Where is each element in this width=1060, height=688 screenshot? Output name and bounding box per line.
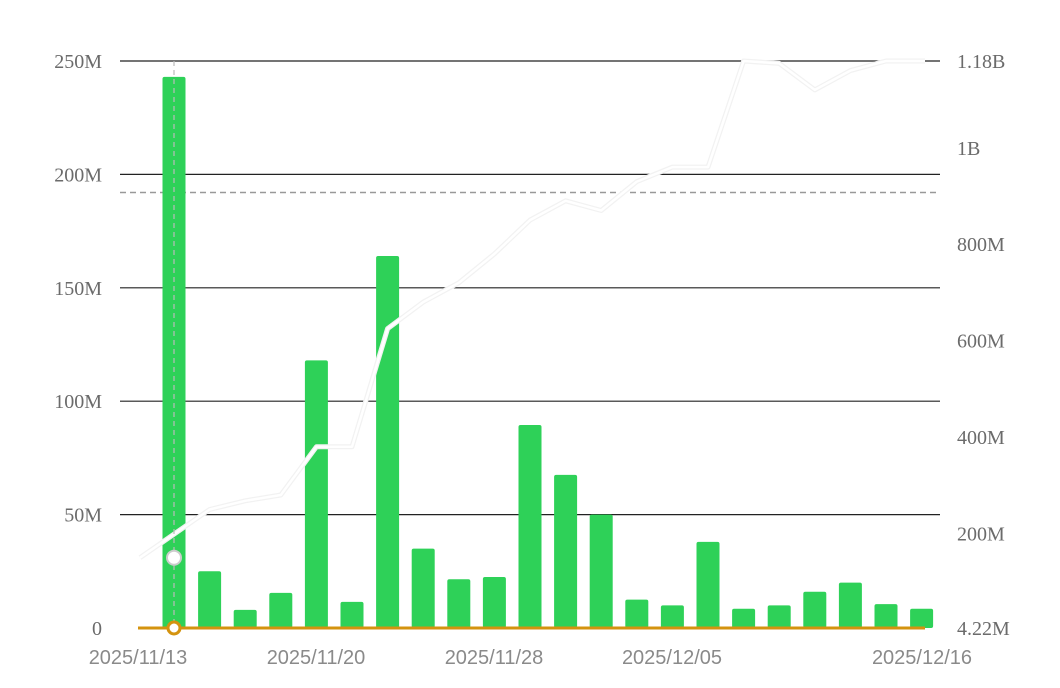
hover-cursor: [166, 61, 182, 636]
left-tick-label: 250M: [54, 51, 102, 73]
grid-lines: [120, 60, 940, 516]
bar: [660, 605, 684, 628]
left-axis: 0 50M 100M 150M 200M 250M: [54, 51, 102, 640]
bar: [340, 601, 364, 628]
bar: [803, 591, 827, 628]
bar: [696, 541, 720, 628]
bar: [874, 604, 898, 628]
bar: [269, 592, 293, 628]
bar: [482, 576, 506, 628]
left-tick-label: 100M: [54, 391, 102, 413]
bar-series: [162, 76, 934, 629]
bar: [447, 579, 471, 628]
right-tick-label: 4.22M: [957, 618, 1010, 640]
bar: [767, 605, 791, 628]
bar: [411, 548, 435, 628]
cumulative-line: [138, 58, 925, 560]
right-axis: 4.22M 200M 400M 600M 800M 1B 1.18B: [957, 51, 1010, 640]
x-tick-label: 2025/12/16: [872, 647, 972, 669]
right-tick-label: 1B: [957, 138, 980, 160]
bar: [376, 256, 400, 628]
x-tick-label: 2025/11/28: [445, 647, 544, 669]
bar: [589, 514, 613, 628]
bar: [554, 474, 578, 628]
bar: [518, 425, 542, 628]
baseline-highlight-dot: [166, 620, 182, 636]
bar: [910, 608, 934, 628]
x-tick-label: 2025/12/05: [622, 647, 722, 669]
x-tick-label: 2025/11/13: [89, 647, 188, 669]
left-tick-label: 150M: [54, 278, 102, 300]
left-tick-label: 50M: [64, 505, 102, 527]
bar: [732, 608, 756, 628]
bar: [198, 571, 222, 628]
right-tick-label: 200M: [957, 524, 1005, 546]
bar: [838, 582, 862, 628]
x-tick-label: 2025/11/20: [267, 647, 366, 669]
line-highlight-dot: [166, 549, 182, 566]
x-axis: 2025/11/13 2025/11/20 2025/11/28 2025/12/05…: [89, 647, 972, 669]
right-tick-label: 600M: [957, 331, 1005, 353]
bar: [233, 609, 257, 628]
line-series: [139, 59, 925, 559]
right-tick-label: 800M: [957, 234, 1005, 256]
left-tick-label: 200M: [54, 164, 102, 186]
right-tick-label: 400M: [957, 427, 1005, 449]
bar: [625, 599, 649, 628]
left-tick-label: 0: [92, 618, 102, 640]
bar: [304, 360, 328, 628]
right-tick-label: 1.18B: [957, 51, 1005, 73]
